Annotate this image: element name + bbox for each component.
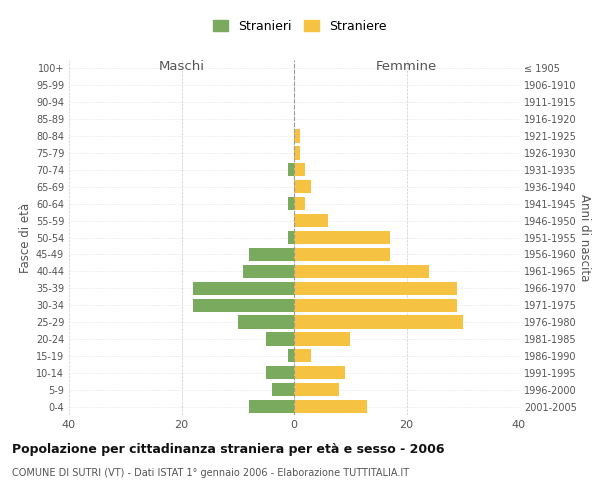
Bar (193, 298, 294, 312)
Y-axis label: Fasce di età: Fasce di età (19, 202, 32, 272)
Bar (294, 366, 344, 380)
Bar (294, 383, 339, 396)
Bar (294, 231, 389, 244)
Bar (294, 164, 305, 176)
Bar (294, 298, 457, 312)
Bar (289, 164, 294, 176)
Legend: Stranieri, Straniere: Stranieri, Straniere (208, 15, 392, 38)
Bar (294, 264, 429, 278)
Bar (266, 332, 294, 345)
Text: Maschi: Maschi (158, 60, 205, 73)
Y-axis label: Anni di nascita: Anni di nascita (578, 194, 590, 281)
Bar (289, 231, 294, 244)
Bar (294, 180, 311, 194)
Bar (193, 282, 294, 295)
Bar (294, 282, 457, 295)
Bar (294, 400, 367, 413)
Text: Popolazione per cittadinanza straniera per età e sesso - 2006: Popolazione per cittadinanza straniera p… (12, 442, 445, 456)
Bar (249, 248, 294, 261)
Text: COMUNE DI SUTRI (VT) - Dati ISTAT 1° gennaio 2006 - Elaborazione TUTTITALIA.IT: COMUNE DI SUTRI (VT) - Dati ISTAT 1° gen… (12, 468, 409, 477)
Bar (238, 316, 294, 328)
Bar (289, 349, 294, 362)
Bar (289, 197, 294, 210)
Bar (294, 248, 389, 261)
Bar (294, 130, 299, 142)
Bar (244, 264, 294, 278)
Bar (249, 400, 294, 413)
Bar (294, 349, 311, 362)
Bar (266, 366, 294, 380)
Bar (294, 197, 305, 210)
Text: Femmine: Femmine (376, 60, 437, 73)
Bar (294, 146, 299, 160)
Bar (294, 316, 463, 328)
Bar (294, 214, 328, 227)
Bar (271, 383, 294, 396)
Bar (294, 332, 350, 345)
